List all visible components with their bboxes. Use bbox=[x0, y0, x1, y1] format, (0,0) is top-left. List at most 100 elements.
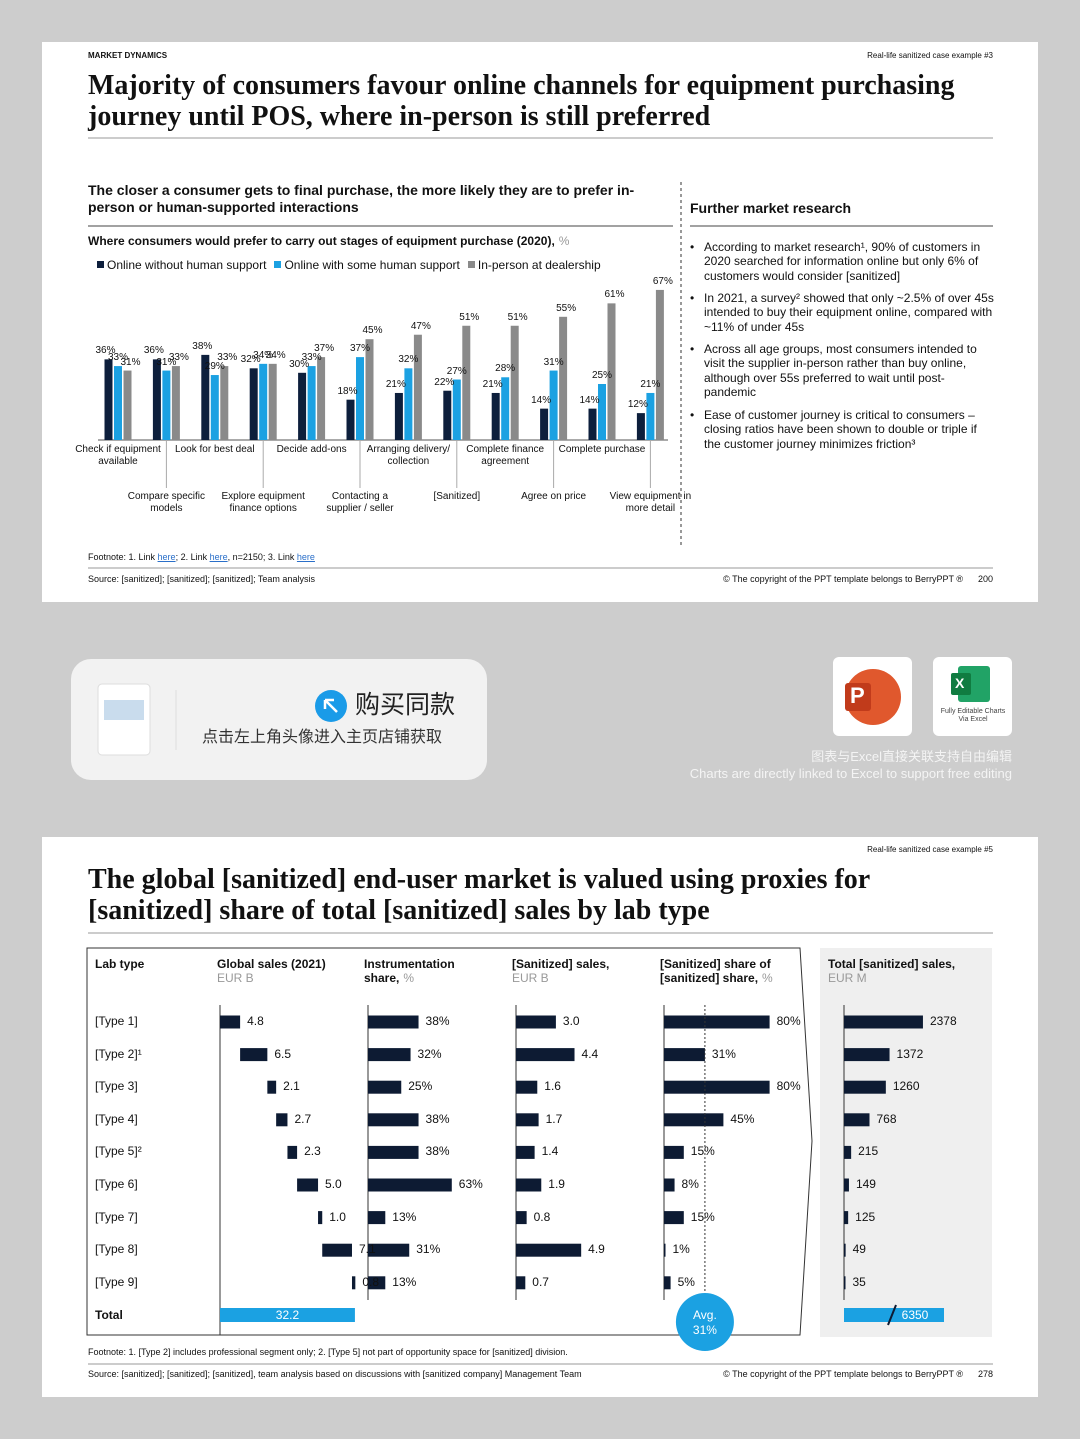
value-label: 0.8 bbox=[362, 1274, 380, 1289]
case-label: Real-life sanitized case example #3 bbox=[867, 51, 993, 60]
column-header: Global sales (2021) EUR B bbox=[217, 957, 347, 986]
value-label: 32% bbox=[240, 354, 261, 366]
bar bbox=[664, 1211, 684, 1225]
bar bbox=[844, 1243, 846, 1257]
excel-caption: Fully Editable Charts Via Excel bbox=[940, 708, 1006, 724]
value-label: 4.4 bbox=[581, 1046, 599, 1061]
bar bbox=[171, 366, 180, 440]
bar bbox=[516, 1015, 556, 1029]
value-label: 31% bbox=[120, 356, 141, 368]
row-label: [Type 7] bbox=[95, 1209, 138, 1224]
bar bbox=[394, 392, 403, 440]
table-frame bbox=[86, 947, 813, 1336]
bar bbox=[152, 359, 161, 440]
category-label: Decide add-ons bbox=[276, 444, 347, 455]
ppt-badge bbox=[845, 683, 871, 711]
bar bbox=[607, 303, 616, 440]
bar bbox=[636, 413, 645, 440]
footnote-link[interactable]: here bbox=[296, 552, 315, 562]
bar bbox=[516, 1048, 575, 1062]
copyright: © The copyright of the PPT template belo… bbox=[723, 574, 963, 584]
category-label: Check if equipment available bbox=[75, 444, 161, 467]
total-bar bbox=[844, 1308, 944, 1322]
source: Source: [sanitized]; [sanitized]; [sanit… bbox=[88, 1369, 582, 1379]
value-label: 35 bbox=[852, 1274, 866, 1289]
column-header: [Sanitized] share of [sanitized] share,% bbox=[660, 957, 810, 986]
value-label: 36% bbox=[95, 345, 116, 357]
column-unit: EUR B bbox=[217, 971, 254, 986]
source: Source: [sanitized]; [sanitized]; [sanit… bbox=[88, 574, 315, 584]
bar bbox=[452, 379, 461, 440]
row-label: [Type 8] bbox=[95, 1242, 138, 1257]
footnote-link[interactable]: here bbox=[157, 552, 176, 562]
bar bbox=[655, 289, 664, 440]
bar bbox=[540, 408, 549, 440]
chart-unit: % bbox=[558, 234, 570, 248]
value-label: 36% bbox=[143, 345, 164, 357]
bullet-dot: • bbox=[690, 291, 695, 305]
column-title: Instrumentation share, bbox=[364, 957, 455, 986]
value-label: 45% bbox=[362, 325, 383, 337]
bar bbox=[664, 1015, 770, 1029]
value-label: 1372 bbox=[896, 1046, 924, 1061]
bar bbox=[356, 357, 364, 440]
row-header: Lab type bbox=[95, 957, 145, 971]
bar bbox=[307, 366, 316, 440]
value-label: 51% bbox=[459, 311, 480, 323]
bar bbox=[220, 366, 229, 440]
buy-button[interactable]: 购买同款 bbox=[355, 691, 456, 719]
bar bbox=[516, 1243, 582, 1257]
value-label: 1260 bbox=[892, 1079, 920, 1094]
value-label: 33% bbox=[301, 352, 322, 364]
case-label: Real-life sanitized case example #5 bbox=[867, 845, 993, 854]
bullet-dot: • bbox=[690, 240, 695, 254]
value-label: 149 bbox=[855, 1177, 876, 1191]
value-label: 30% bbox=[289, 358, 310, 370]
thumbnail-strip bbox=[104, 700, 144, 720]
column-title: Total [sanitized] sales, bbox=[828, 957, 956, 971]
bar bbox=[516, 1145, 535, 1159]
ppt-letter: P bbox=[850, 683, 865, 708]
chart-title: Where consumers would prefer to carry ou… bbox=[88, 234, 678, 248]
bar bbox=[664, 1145, 684, 1159]
value-label: 14% bbox=[579, 394, 600, 406]
bar bbox=[210, 375, 219, 440]
bar bbox=[368, 1080, 402, 1094]
bar bbox=[368, 1145, 419, 1159]
bar bbox=[844, 1048, 890, 1062]
value-label: 28% bbox=[495, 363, 516, 375]
footnote-link[interactable]: here bbox=[209, 552, 228, 562]
value-label: 1.0 bbox=[329, 1209, 346, 1224]
bar bbox=[844, 1211, 849, 1225]
category-label: View equipment in more detail bbox=[609, 491, 692, 514]
row-label: [Type 1] bbox=[95, 1014, 138, 1028]
bar bbox=[664, 1276, 671, 1290]
value-label: 4.9 bbox=[588, 1242, 605, 1257]
footnote: Footnote: 1. Link here; 2. Link here, n=… bbox=[88, 552, 315, 563]
category-label: Contacting a supplier / seller bbox=[326, 491, 394, 514]
value-label: 1.4 bbox=[541, 1144, 559, 1159]
column-unit: EUR B bbox=[512, 971, 549, 986]
bar bbox=[104, 359, 113, 440]
bar bbox=[368, 1113, 419, 1127]
bar bbox=[322, 1243, 352, 1257]
bar bbox=[844, 1113, 870, 1127]
value-label: 15% bbox=[690, 1209, 715, 1224]
bar bbox=[298, 372, 307, 440]
value-label: 2.7 bbox=[294, 1111, 312, 1126]
excel-letter: X bbox=[955, 675, 965, 691]
page-number: 278 bbox=[977, 1369, 993, 1379]
bar bbox=[404, 368, 413, 440]
value-label: 55% bbox=[556, 302, 577, 314]
value-label: 125 bbox=[855, 1209, 876, 1224]
column-unit: EUR M bbox=[828, 971, 867, 986]
chart-title-text: Where consumers would prefer to carry ou… bbox=[88, 234, 555, 248]
bar bbox=[368, 1015, 419, 1029]
bar bbox=[368, 1211, 386, 1225]
legend-label: Online without human support bbox=[107, 258, 267, 272]
value-label: 61% bbox=[604, 289, 625, 301]
value-label: 63% bbox=[458, 1177, 483, 1191]
footnote: Footnote: 1. [Type 2] includes professio… bbox=[88, 1347, 568, 1357]
value-label: 14% bbox=[531, 394, 552, 406]
